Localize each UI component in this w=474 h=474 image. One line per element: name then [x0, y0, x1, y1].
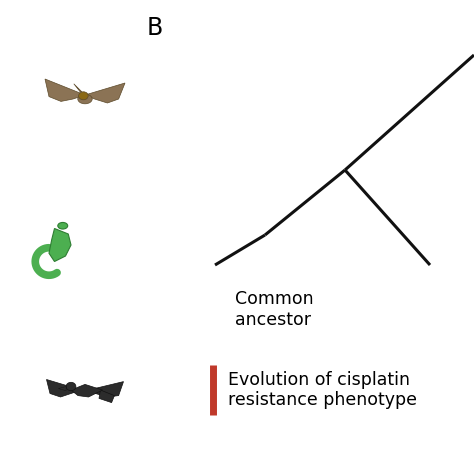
Ellipse shape: [66, 383, 76, 391]
Polygon shape: [46, 380, 82, 397]
Polygon shape: [45, 79, 85, 101]
Polygon shape: [85, 83, 125, 103]
Text: Evolution of cisplatin
resistance phenotype: Evolution of cisplatin resistance phenot…: [228, 371, 417, 410]
Polygon shape: [74, 84, 82, 92]
Polygon shape: [89, 382, 124, 397]
Polygon shape: [99, 390, 114, 402]
Ellipse shape: [58, 222, 68, 229]
Polygon shape: [49, 228, 71, 262]
Polygon shape: [58, 386, 66, 391]
Text: B: B: [147, 16, 163, 40]
Ellipse shape: [78, 94, 92, 104]
Ellipse shape: [79, 92, 88, 100]
Polygon shape: [71, 384, 102, 397]
Text: Common
ancestor: Common ancestor: [235, 290, 314, 329]
